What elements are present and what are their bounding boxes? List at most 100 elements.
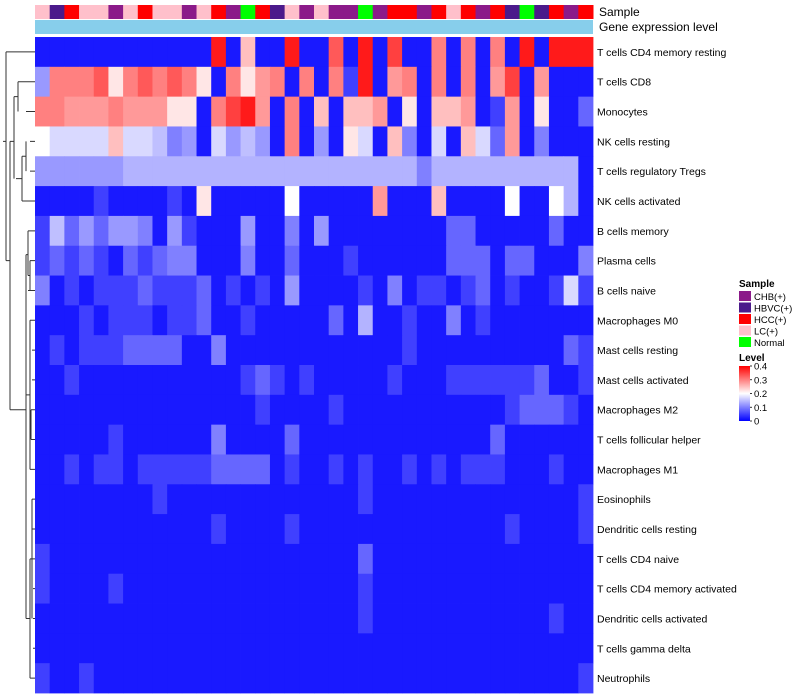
heatmap-cell (446, 37, 462, 68)
heatmap-cell (284, 96, 300, 127)
heatmap-cell (152, 543, 168, 575)
heatmap-cell (225, 394, 241, 426)
heatmap-cell (152, 603, 168, 634)
heatmap-cell (460, 335, 476, 366)
heatmap-cell (446, 186, 462, 217)
heatmap-cell (123, 543, 139, 575)
heatmap-cell (475, 37, 491, 68)
heatmap-cell (372, 275, 388, 306)
heatmap-cell (299, 186, 315, 217)
heatmap-cell (49, 484, 65, 515)
heatmap-cell (64, 454, 80, 485)
heatmap-cell (460, 215, 476, 247)
heatmap-cell (269, 424, 286, 455)
heatmap-cell (578, 275, 594, 306)
heatmap-cell (284, 335, 300, 366)
heatmap-cell (269, 484, 286, 515)
heatmap-cell (314, 305, 330, 336)
heatmap-cell (123, 66, 139, 98)
row-label: Eosinophils (597, 494, 651, 506)
heatmap-cell (240, 484, 256, 515)
heatmap-cell (108, 335, 124, 366)
heatmap-cell (416, 484, 432, 515)
heatmap-cell (152, 394, 168, 426)
heatmap-cell (343, 126, 359, 157)
heatmap-cell (328, 394, 344, 426)
heatmap-cell (108, 484, 124, 515)
heatmap-cell (343, 603, 359, 634)
heatmap-cell (534, 66, 550, 98)
heatmap-cell (343, 156, 359, 187)
heatmap-cell (343, 424, 359, 455)
heatmap-cell (328, 275, 344, 306)
heatmap-cell (358, 66, 374, 98)
heatmap-cell (460, 126, 476, 157)
heatmap-cell (387, 245, 403, 276)
heatmap-cell (578, 633, 594, 664)
heatmap-cell (108, 156, 124, 187)
heatmap-cell (387, 394, 403, 426)
heatmap-cell (431, 96, 447, 127)
heatmap-cell (137, 394, 153, 426)
heatmap-cell (387, 454, 403, 485)
heatmap-cell (152, 96, 168, 127)
heatmap-cell (35, 365, 51, 396)
heatmap-cell (284, 663, 300, 694)
sample-annotation-cell (240, 5, 256, 19)
heatmap-cell (402, 156, 418, 187)
heatmap-cell (475, 335, 491, 366)
heatmap-cell (93, 573, 109, 604)
heatmap-cell (167, 66, 183, 98)
heatmap-cell (563, 573, 579, 604)
heatmap-cell (255, 186, 271, 217)
legend-sample-label: Normal (754, 338, 785, 349)
heatmap-cell (49, 37, 65, 68)
heatmap-cell (167, 305, 183, 336)
heatmap-cell (358, 543, 374, 575)
heatmap-cell (79, 37, 95, 68)
sample-annotation-cell (211, 5, 227, 19)
heatmap-cell (255, 603, 271, 634)
heatmap-cell (167, 663, 183, 694)
heatmap-cell (402, 394, 418, 426)
row-label: Neutrophils (597, 673, 650, 685)
legend-sample-label: HCC(+) (754, 315, 786, 326)
heatmap-cell (416, 66, 432, 98)
heatmap-cell (548, 633, 565, 664)
heatmap-cell (284, 215, 300, 247)
heatmap-cell (402, 275, 418, 306)
heatmap-cell (49, 543, 65, 575)
heatmap-cell (578, 215, 594, 247)
heatmap-cell (372, 37, 388, 68)
heatmap-cell (372, 156, 388, 187)
heatmap-cell (64, 37, 80, 68)
heatmap-cell (167, 275, 183, 306)
heatmap-cell (255, 573, 271, 604)
sample-annotation-cell (64, 5, 80, 19)
heatmap-cell (35, 37, 51, 68)
heatmap-cell (211, 37, 227, 68)
heatmap-cell (269, 96, 286, 127)
heatmap-cell (548, 96, 565, 127)
heatmap-cell (343, 37, 359, 68)
heatmap-cell (314, 573, 330, 604)
heatmap-cell (64, 663, 80, 694)
heatmap-cell (211, 365, 227, 396)
heatmap-cell (387, 305, 403, 336)
heatmap-cell (328, 335, 344, 366)
sample-annotation-cell (387, 5, 403, 19)
sample-annotation-cell (284, 5, 300, 19)
heatmap-cell (49, 275, 65, 306)
heatmap-cell (431, 37, 447, 68)
heatmap-cell (196, 633, 212, 664)
heatmap-cell (490, 37, 506, 68)
heatmap-cell (269, 37, 286, 68)
heatmap-cell (152, 305, 168, 336)
heatmap-cell (269, 126, 286, 157)
heatmap-cell (548, 484, 565, 515)
heatmap-cell (181, 96, 197, 127)
heatmap-cell (475, 365, 491, 396)
heatmap-cell (108, 633, 124, 664)
sample-annotation-cell (548, 5, 565, 19)
